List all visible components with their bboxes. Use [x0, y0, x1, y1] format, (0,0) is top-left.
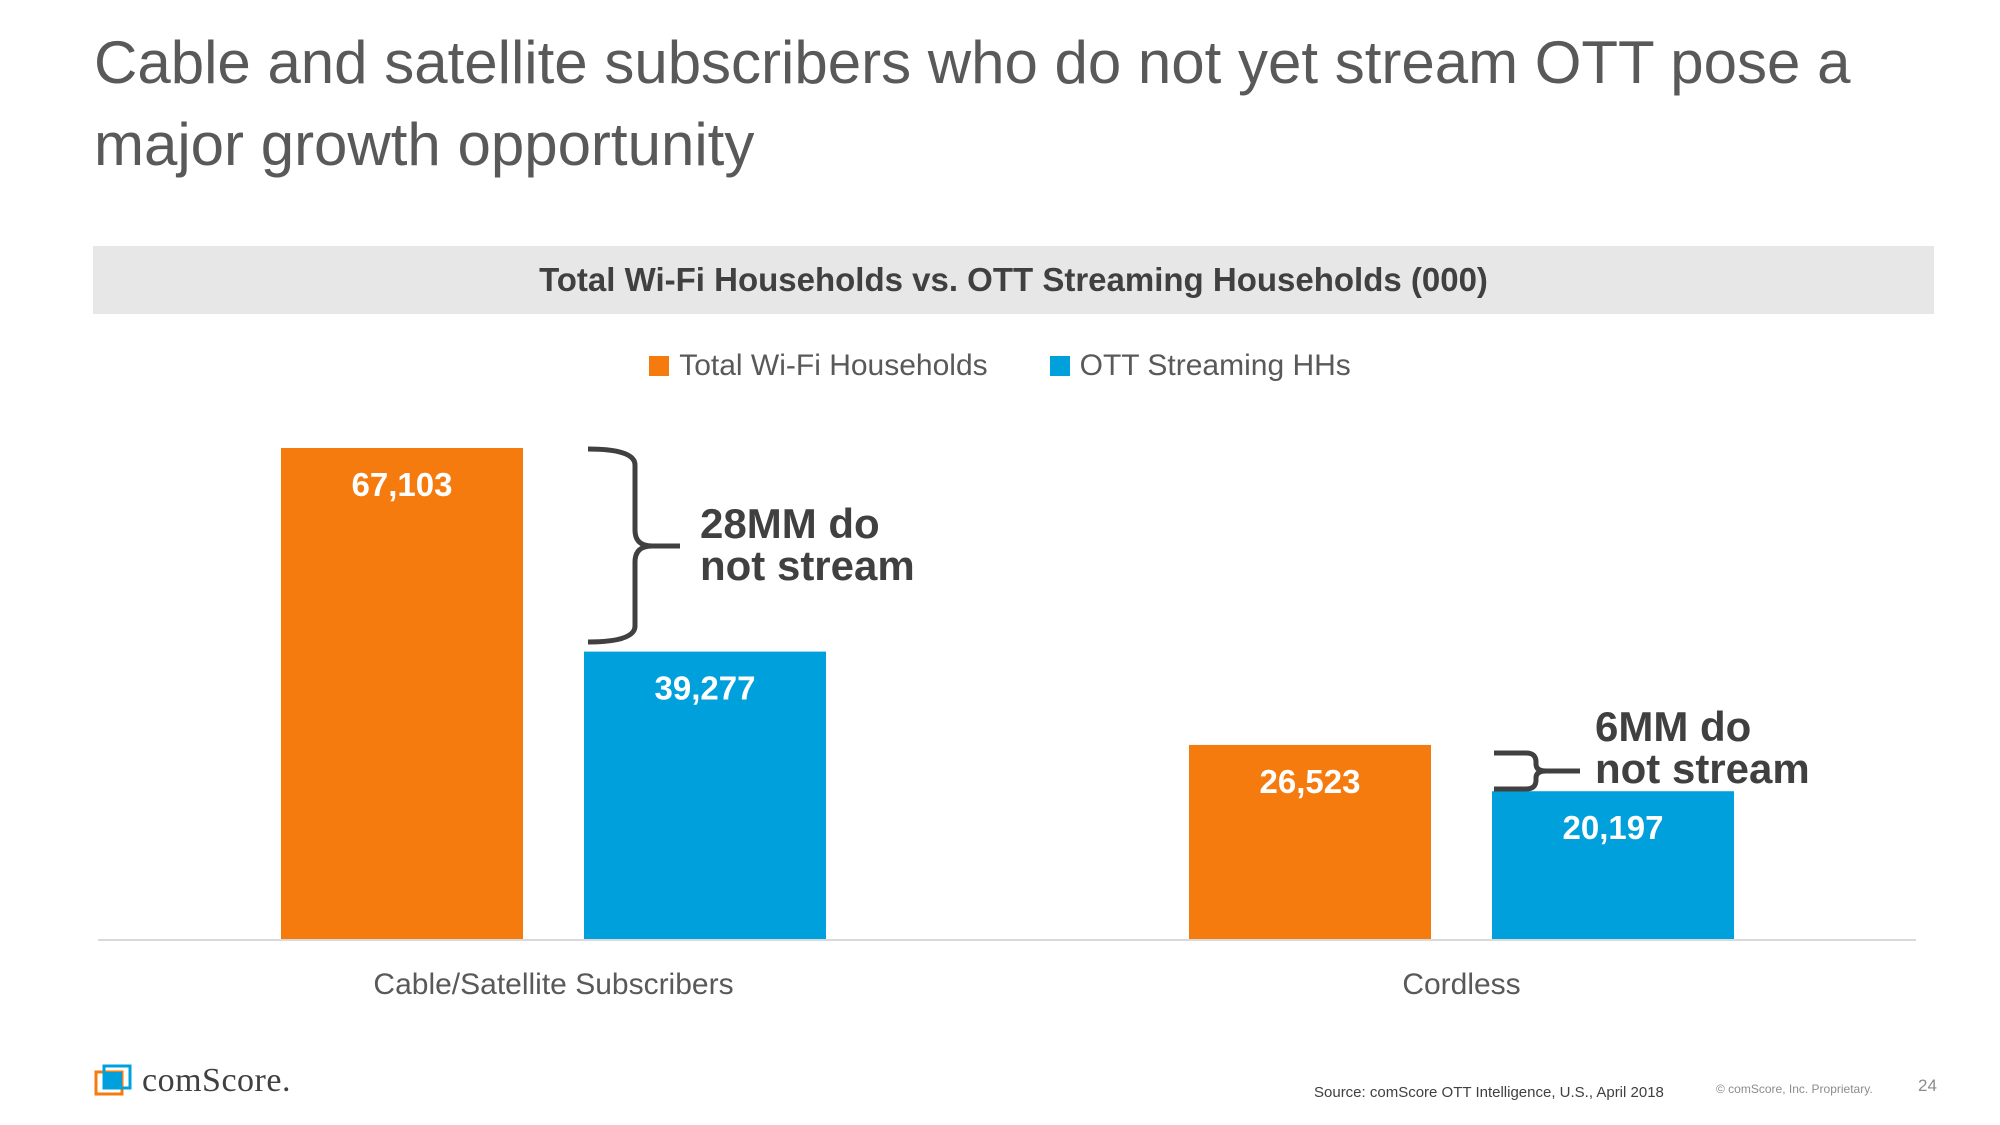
annotation-cordless: 6MM do not stream: [1595, 706, 1810, 790]
legend-swatch-ott: [1049, 356, 1070, 376]
category-label-1: Cordless: [1402, 968, 1520, 1001]
annotation-cordless-line2: not stream: [1595, 745, 1810, 792]
bar-label-ott-0: 39,277: [655, 670, 756, 707]
page-number: 24: [1918, 1076, 1937, 1095]
bar-label-ott-1: 20,197: [1563, 809, 1664, 846]
legend-label-wifi: Total Wi-Fi Households: [679, 349, 988, 382]
annotation-cordless-line1: 6MM do: [1595, 703, 1752, 750]
legend-label-ott: OTT Streaming HHs: [1079, 349, 1351, 382]
legend-swatch-wifi: [649, 356, 670, 376]
bar-label-wifi-0: 67,103: [352, 466, 453, 503]
bar-wifi-0: [281, 448, 523, 939]
comscore-logo-icon: [94, 1064, 132, 1096]
bar-ott-1: [1492, 791, 1734, 939]
bar-label-wifi-1: 26,523: [1260, 763, 1361, 800]
bracket-cable-icon: [587, 446, 680, 645]
bracket-cordless-icon: [1494, 750, 1580, 792]
legend-item-wifi: Total Wi-Fi Households: [649, 349, 988, 383]
bar-wifi-1: [1189, 744, 1431, 939]
annotation-cable-line2: not stream: [700, 542, 915, 589]
annotation-cable-line1: 28MM do: [700, 500, 880, 547]
copyright-note: © comScore, Inc. Proprietary.: [1716, 1082, 1873, 1096]
annotation-cable: 28MM do not stream: [700, 503, 915, 587]
bar-ott-0: [584, 651, 826, 939]
source-note: Source: comScore OTT Intelligence, U.S.,…: [1314, 1084, 1664, 1101]
chart-title: Total Wi-Fi Households vs. OTT Streaming…: [539, 261, 1488, 298]
chart-title-banner: Total Wi-Fi Households vs. OTT Streaming…: [93, 246, 1934, 314]
slide-title: Cable and satellite subscribers who do n…: [94, 29, 1851, 178]
legend-item-ott: OTT Streaming HHs: [1049, 349, 1351, 383]
chart-legend: Total Wi-Fi Households OTT Streaming HHs: [0, 346, 2000, 386]
comscore-logo: comScore.: [94, 1062, 291, 1100]
comscore-logo-text: comScore.: [142, 1062, 291, 1099]
category-label-0: Cable/Satellite Subscribers: [373, 968, 733, 1001]
